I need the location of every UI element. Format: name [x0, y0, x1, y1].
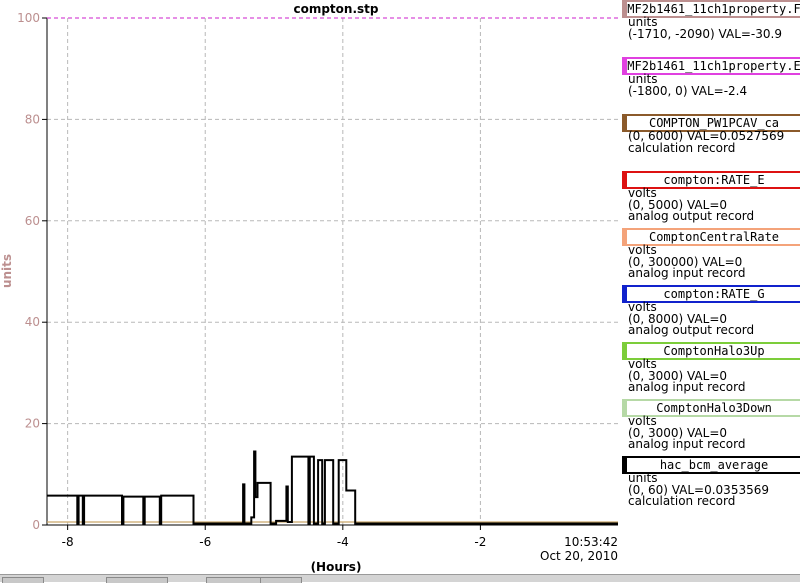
legend-entry-name[interactable]: compton:RATE_E [622, 171, 800, 189]
legend: MF2b1461_11ch1property.F units (-1710, -20… [620, 0, 800, 513]
legend-entry-detail: (0, 300000) VAL=0 [628, 254, 743, 269]
legend-entry-detail: calculation record [628, 140, 736, 155]
legend-entry: ComptonHalo3Down volts (0, 3000) VAL=0 anal… [620, 399, 800, 456]
legend-entry-detail: (0, 60) VAL=0.0353569 [628, 482, 769, 497]
strip-tab[interactable] [106, 577, 168, 583]
legend-entry: MF2b1461_11ch1property.F units (-1710, -20… [620, 0, 800, 57]
y-tick-label: 0 [32, 518, 40, 532]
legend-entry-name[interactable]: COMPTON_PW1PCAV_ca [622, 114, 800, 132]
legend-entry-detail: (-1800, 0) VAL=-2.4 [628, 83, 748, 98]
legend-entry-detail: analog input record [628, 266, 746, 280]
x-tick-label: -6 [199, 535, 211, 549]
legend-entry-name[interactable]: ComptonCentralRate [622, 228, 800, 246]
strip-tab[interactable] [260, 577, 302, 583]
legend-entry-name[interactable]: ComptonHalo3Up [622, 342, 800, 360]
legend-entry: hac_bcm_average units (0, 60) VAL=0.035356… [620, 456, 800, 513]
legend-entry-detail: units [628, 15, 658, 29]
legend-entry-detail: analog input record [628, 380, 746, 394]
legend-entry-detail: (0, 6000) VAL=0.0527569 [628, 129, 785, 143]
legend-entry-detail: (0, 3000) VAL=0 [628, 425, 728, 440]
legend-entry: COMPTON_PW1PCAV_ca (0, 6000) VAL=0.052756… [620, 114, 800, 171]
legend-entry-detail: volts [628, 357, 657, 371]
y-tick-label: 100 [17, 11, 40, 25]
legend-entry-name[interactable]: compton:RATE_G [622, 285, 800, 303]
legend-entry-detail: analog input record [628, 437, 746, 451]
legend-entry: ComptonHalo3Up volts (0, 3000) VAL=0 analog… [620, 342, 800, 399]
legend-entry-detail: (-1710, -2090) VAL=-30.9 [628, 26, 782, 41]
legend-entry-detail: units [628, 471, 658, 485]
legend-entry-detail: analog output record [628, 209, 755, 223]
y-tick-label: 80 [25, 112, 40, 126]
legend-entry-detail: units [628, 72, 658, 86]
legend-entry: compton:RATE_G volts (0, 8000) VAL=0 analog… [620, 285, 800, 342]
tick-labels: 0 20 40 60 80 100 -8 -6 -4 -2 [17, 11, 486, 549]
end-date: Oct 20, 2010 [540, 549, 618, 563]
axes [42, 17, 618, 530]
legend-entry: MF2b1461_11ch1property.E units (-1800, 0) … [620, 57, 800, 114]
legend-entry-name[interactable]: ComptonHalo3Down [622, 399, 800, 417]
legend-entry-detail: volts [628, 414, 657, 428]
strip-tab[interactable] [206, 577, 268, 583]
legend-entry-detail: calculation record [628, 494, 736, 508]
stripchart-plot: compton.stp 0 20 40 60 80 100 -8 -6 -4 -2 units (… [0, 2, 618, 574]
legend-entry-detail: volts [628, 300, 657, 314]
legend-entry-detail: (0, 8000) VAL=0 [628, 311, 728, 326]
legend-entry: ComptonCentralRate volts (0, 300000) VAL=0… [620, 228, 800, 285]
x-tick-label: -4 [337, 535, 349, 549]
legend-entry-name[interactable]: MF2b1461_11ch1property.E [622, 57, 800, 75]
x-axis-label: (Hours) [311, 560, 362, 574]
chart-title: compton.stp [293, 2, 378, 16]
y-tick-label: 40 [25, 315, 40, 329]
y-axis-label: units [0, 254, 14, 288]
y-tick-label: 20 [25, 417, 40, 431]
legend-entry: compton:RATE_E volts (0, 5000) VAL=0 analog… [620, 171, 800, 228]
strip-tab[interactable] [2, 577, 44, 583]
legend-entry-name[interactable]: MF2b1461_11ch1property.F [622, 0, 800, 18]
legend-entry-detail: volts [628, 186, 657, 200]
legend-entry-detail: (0, 5000) VAL=0 [628, 197, 728, 212]
bottom-scrollbar[interactable] [0, 574, 800, 583]
end-time: 10:53:42 [564, 535, 618, 549]
legend-entry-detail: (0, 3000) VAL=0 [628, 368, 728, 383]
legend-entry-name[interactable]: hac_bcm_average [622, 456, 800, 474]
x-tick-label: -8 [62, 535, 74, 549]
grid-lines [47, 18, 618, 525]
legend-entry-detail: volts [628, 243, 657, 257]
legend-entry-detail: analog output record [628, 323, 755, 337]
y-tick-label: 60 [25, 214, 40, 228]
x-tick-label: -2 [474, 535, 486, 549]
series-layer [47, 17, 618, 525]
series-line [47, 450, 618, 525]
